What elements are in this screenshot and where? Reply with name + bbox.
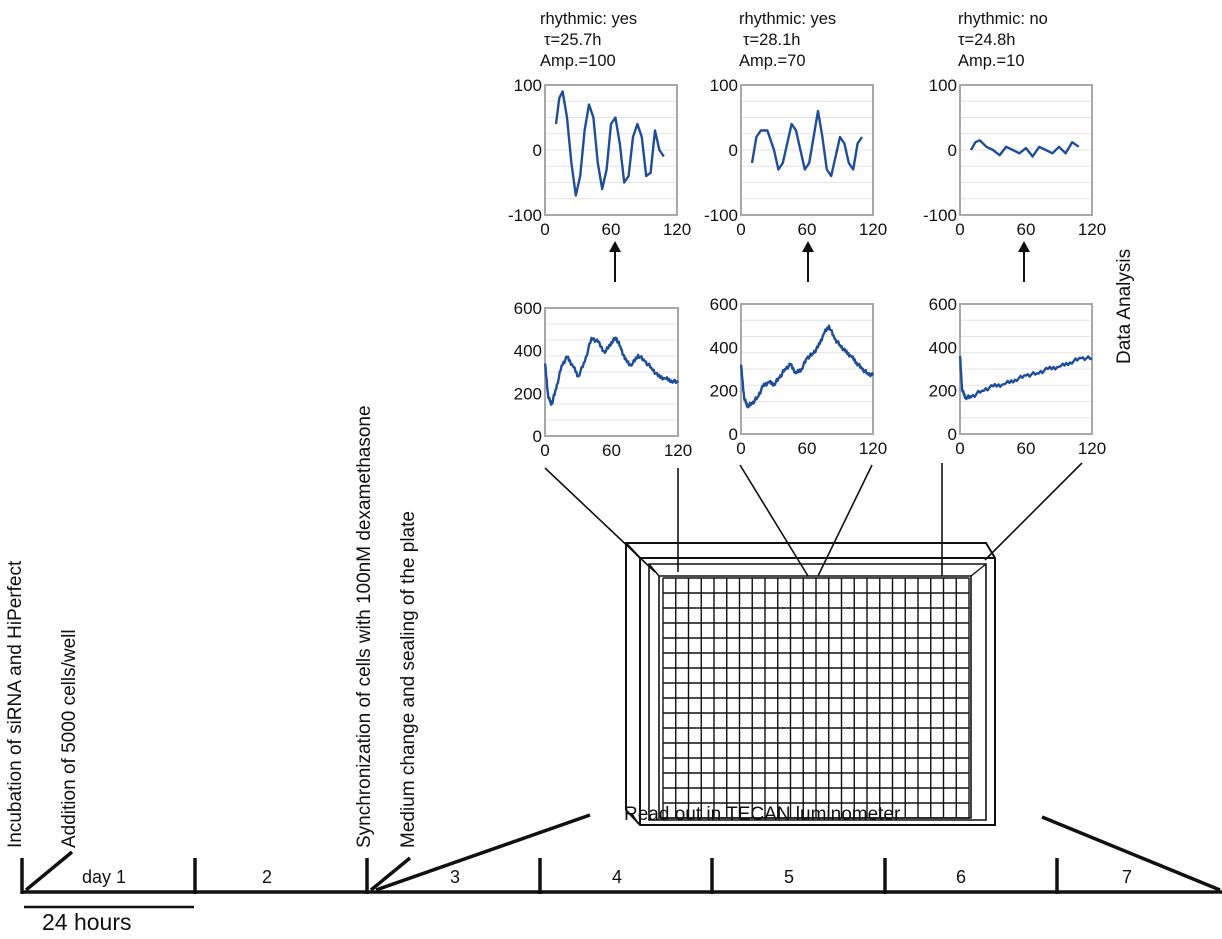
well-connectors	[544, 462, 1083, 577]
day-label: 3	[450, 867, 461, 887]
readout-label: Read out in TECAN luminometer	[624, 804, 901, 825]
chart-frame	[740, 84, 874, 216]
day-label: 2	[262, 867, 273, 887]
analysis-arrows	[609, 241, 1030, 282]
rhythmic-label: rhythmic: yes	[739, 10, 837, 28]
x-tick-label: 120	[859, 439, 887, 458]
step-addition-label: Addition of 5000 cells/well	[59, 629, 80, 848]
y-tick-label: 600	[514, 299, 542, 318]
y-tick-label: 200	[929, 382, 957, 401]
y-tick-label: 400	[710, 338, 738, 357]
y-tick-label: 0	[948, 425, 957, 444]
y-tick-label: 0	[729, 141, 738, 160]
well-3-stats: rhythmic: no τ=24.8h Amp.=10	[958, 9, 1048, 72]
x-tick-label: 0	[540, 441, 549, 460]
plate-well-grid	[662, 577, 970, 819]
series-line	[750, 109, 863, 178]
y-tick-label: 100	[514, 76, 542, 95]
y-tick-label: 600	[929, 295, 957, 314]
day-label: 4	[612, 867, 623, 887]
well-2-stats: rhythmic: yes τ=28.1h Amp.=70	[739, 9, 836, 72]
series-line	[739, 324, 875, 409]
x-tick-label: 60	[602, 441, 621, 460]
x-tick-label: 0	[955, 220, 964, 239]
y-tick-label: 600	[710, 295, 738, 314]
x-tick-label: 0	[540, 220, 549, 239]
x-tick-label: 120	[859, 220, 887, 239]
chart-raw-2: 0 200 400 600 0 60 120	[710, 295, 888, 458]
x-tick-label: 120	[663, 220, 691, 239]
step-medium-label: Medium change and sealing of the plate	[398, 511, 419, 848]
period-label: τ=25.7h	[544, 31, 602, 49]
day-label: day 1	[82, 867, 127, 887]
y-tick-label: 0	[533, 427, 542, 446]
series-line	[969, 139, 1080, 158]
well-1-stats: rhythmic: yes τ=25.7h Amp.=100	[540, 9, 637, 72]
series-line	[958, 355, 1093, 401]
scale-bar-label: 24 hours	[42, 909, 132, 935]
x-tick-label: 60	[1017, 439, 1036, 458]
chart-raw-1: 0 200 400 600 0 60 120	[514, 299, 693, 460]
amplitude-label: Amp.=100	[540, 52, 616, 70]
x-tick-label: 120	[1078, 220, 1106, 239]
readout-wedge-left	[375, 813, 591, 892]
x-tick-label: 60	[798, 439, 817, 458]
rhythmic-label: rhythmic: no	[958, 10, 1048, 28]
x-tick-label: 120	[1078, 439, 1106, 458]
x-tick-label: 0	[955, 439, 964, 458]
day-label: 6	[956, 867, 967, 887]
y-tick-label: 0	[729, 425, 738, 444]
y-tick-label: 200	[710, 382, 738, 401]
chart-frame	[959, 84, 1093, 216]
day-label: 7	[1122, 867, 1133, 887]
period-label: τ=28.1h	[743, 31, 801, 49]
x-tick-label: 0	[736, 439, 745, 458]
y-tick-label: 0	[948, 141, 957, 160]
series-line	[543, 336, 679, 406]
y-tick-label: 400	[929, 338, 957, 357]
chart-frame	[544, 84, 678, 216]
y-tick-label: -100	[508, 206, 542, 225]
chart-raw-3: 0 200 400 600 0 60 120	[929, 295, 1107, 458]
period-label: τ=24.8h	[958, 31, 1016, 49]
y-tick-label: 200	[514, 384, 542, 403]
x-tick-label: 0	[736, 220, 745, 239]
microplate	[625, 542, 996, 826]
x-tick-label: 60	[798, 220, 817, 239]
rhythmic-label: rhythmic: yes	[540, 10, 638, 28]
addition-pointer	[24, 850, 74, 892]
y-tick-label: 100	[710, 76, 738, 95]
amplitude-label: Amp.=70	[739, 52, 806, 70]
readout-wedge-right	[1041, 815, 1221, 892]
series-line	[554, 90, 665, 197]
y-tick-label: -100	[923, 206, 957, 225]
data-analysis-label: Data Analysis	[1114, 248, 1135, 364]
y-tick-label: 400	[514, 342, 542, 361]
x-tick-label: 60	[602, 220, 621, 239]
y-tick-label: 0	[533, 141, 542, 160]
x-tick-label: 60	[1017, 220, 1036, 239]
amplitude-label: Amp.=10	[958, 52, 1025, 70]
day-label: 5	[784, 867, 795, 887]
y-tick-label: 100	[929, 76, 957, 95]
x-tick-label: 120	[664, 441, 692, 460]
y-tick-label: -100	[704, 206, 738, 225]
step-synchronization-label: Synchronization of cells with 100nM dexa…	[354, 405, 375, 848]
medium-pointer	[369, 856, 412, 892]
step-incubation-label: Incubation of siRNA and HiPerfect	[5, 560, 26, 848]
